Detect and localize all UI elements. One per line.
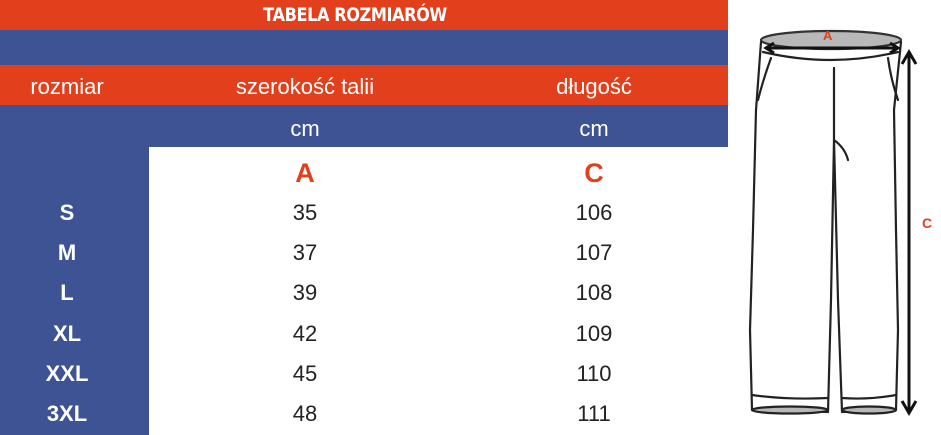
table-row: M 37 107 [0, 233, 728, 273]
waist-cell: 42 [292, 320, 318, 346]
waist-cell: 39 [292, 280, 318, 306]
size-cell: M [57, 240, 77, 266]
header-row: rozmiar szerokość talii długość [0, 65, 728, 105]
letters-row: A C [0, 153, 728, 193]
table-title: TABELA ROZMIARÓW [263, 4, 447, 26]
size-cell: XXL [45, 360, 89, 386]
blue-spacer [0, 30, 728, 65]
size-column [0, 147, 149, 435]
pants-diagram: A C [748, 28, 932, 416]
letter-c: C [584, 158, 604, 188]
table-row: 3XL 48 111 [0, 394, 728, 434]
header-waist: szerokość talii [235, 74, 375, 99]
length-cell: 106 [575, 200, 613, 225]
title-bar [0, 0, 728, 30]
units-row: cm cm [0, 105, 728, 147]
length-cell: 110 [576, 360, 612, 386]
diagram-label-a: A [823, 28, 833, 43]
size-cell: XL [52, 320, 82, 346]
length-cell: 109 [575, 320, 613, 346]
unit-length: cm [579, 116, 609, 141]
waist-cell: 35 [292, 200, 318, 225]
unit-waist: cm [290, 116, 320, 141]
waist-cell: 48 [292, 401, 318, 426]
table-row: XL 42 109 [0, 314, 728, 354]
size-cell: S [59, 200, 75, 225]
length-cell: 111 [577, 401, 611, 426]
waist-cell: 37 [292, 240, 318, 266]
size-cell: L [60, 280, 74, 306]
header-size: rozmiar [30, 74, 104, 99]
table-row: L 39 108 [0, 273, 728, 313]
length-cell: 107 [575, 240, 613, 266]
table-row: XXL 45 110 [0, 354, 728, 394]
letter-a: A [295, 158, 315, 188]
diagram-label-c: C [922, 215, 932, 231]
size-cell: 3XL [46, 401, 88, 426]
table-row: S 35 106 [0, 193, 728, 233]
length-cell: 108 [575, 280, 613, 306]
header-length: długość [556, 74, 632, 99]
waist-cell: 45 [292, 360, 318, 386]
